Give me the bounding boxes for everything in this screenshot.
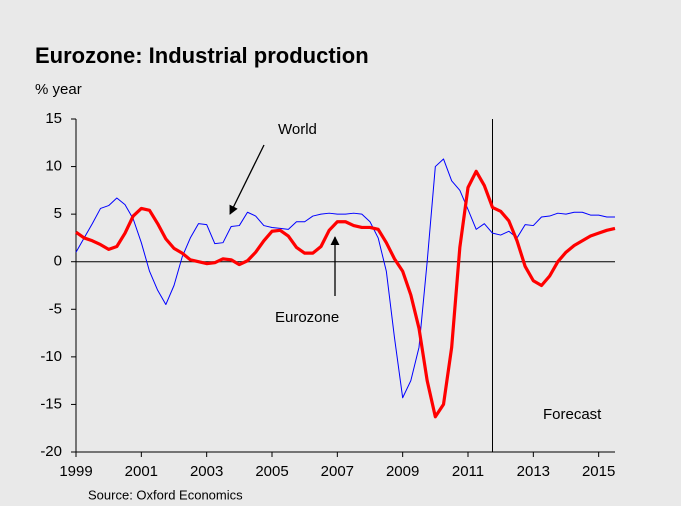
source: Source: Oxford Economics: [88, 487, 243, 502]
y-tick-label: -10: [40, 348, 62, 365]
x-tick-label: 2007: [321, 463, 354, 480]
x-tick-label: 1999: [59, 463, 92, 480]
subtitle: % year: [35, 81, 82, 98]
arrow: [229, 144, 265, 215]
x-tick-label: 2003: [190, 463, 223, 480]
chart-title: Eurozone: Industrial production: [35, 43, 369, 68]
y-tick-label: -20: [40, 443, 62, 460]
x-tick-label: 2009: [386, 463, 419, 480]
y-tick-label: -5: [49, 300, 62, 317]
line-series: [75, 169, 616, 419]
y-tick-label: 10: [45, 158, 62, 175]
y-tick-label: -15: [40, 395, 62, 412]
y-tick-label: 0: [54, 253, 62, 270]
line-series: [75, 158, 615, 399]
annotation-forecast: Forecast: [543, 406, 602, 423]
x-tick-label: 2015: [582, 463, 615, 480]
x-tick-label: 2001: [125, 463, 158, 480]
x-tick-label: 2005: [255, 463, 288, 480]
annotation-world: World: [278, 121, 317, 138]
x-tick-label: 2013: [517, 463, 550, 480]
x-tick-label: 2011: [452, 463, 484, 480]
y-tick-label: 5: [54, 205, 62, 222]
annotation-eurozone: Eurozone: [275, 309, 339, 326]
y-tick-label: 15: [45, 110, 62, 127]
